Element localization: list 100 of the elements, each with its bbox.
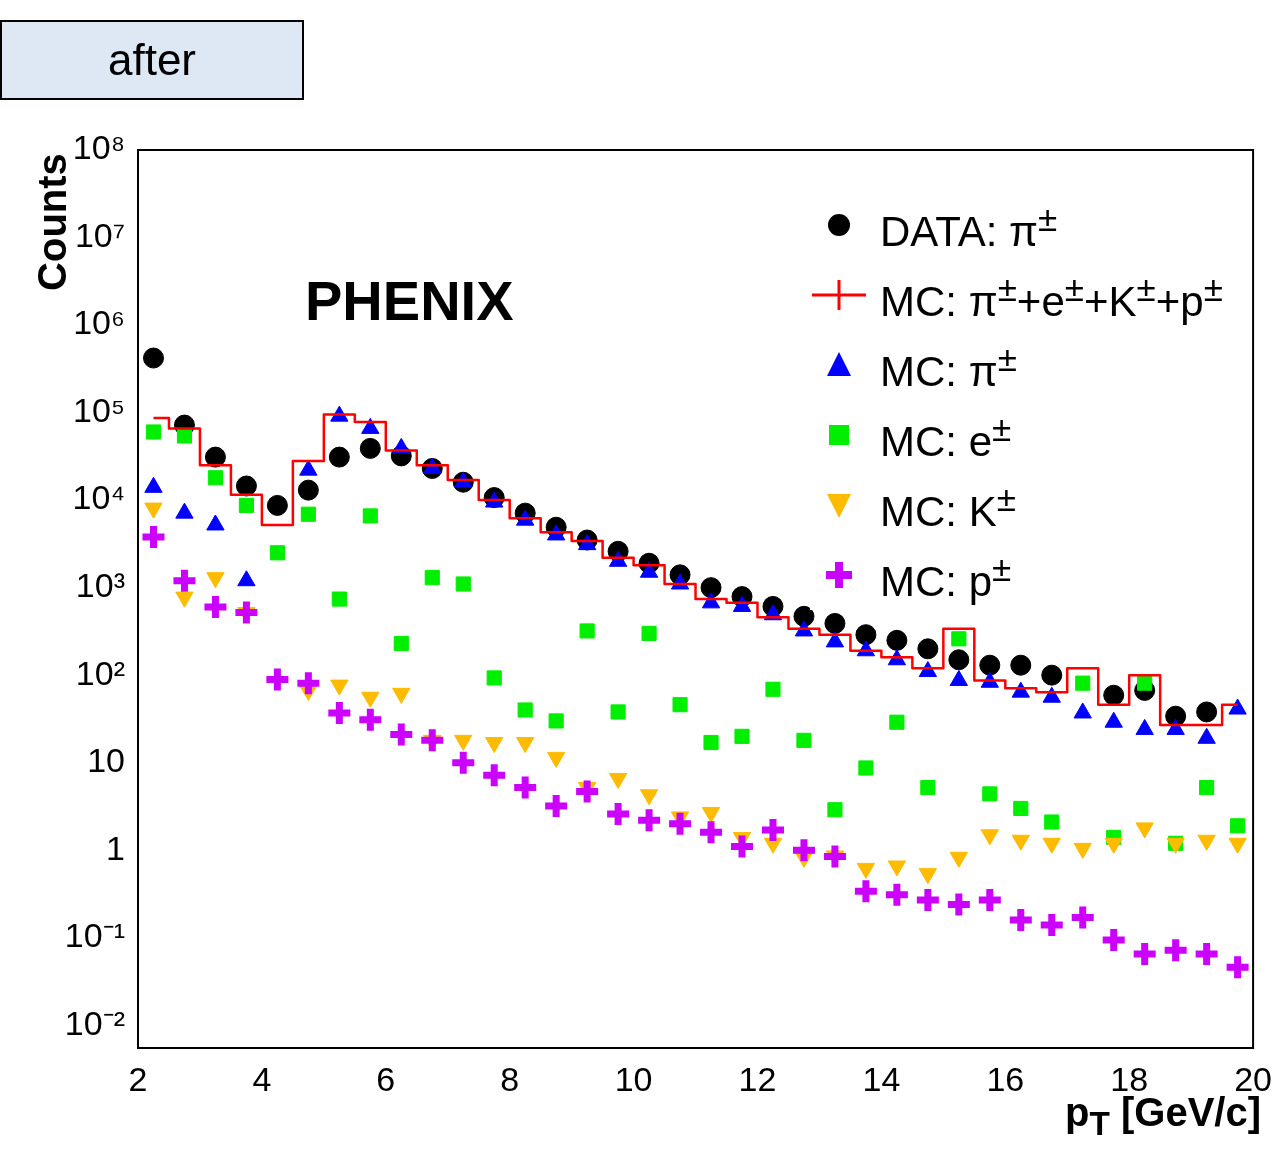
point: [607, 802, 630, 825]
y-tick-label: 10⁸: [72, 128, 125, 167]
point: [393, 635, 409, 652]
point: [361, 691, 380, 708]
point: [916, 888, 939, 911]
point: [390, 723, 413, 746]
x-tick-label: 16: [986, 1059, 1025, 1098]
point: [331, 591, 347, 607]
point: [856, 862, 876, 879]
point: [452, 751, 475, 774]
legend-label: DATA: π$^{±}$: [880, 198, 1058, 257]
point: [885, 883, 908, 906]
point: [610, 704, 626, 720]
point: [1071, 906, 1094, 929]
point: [886, 629, 908, 651]
point: [266, 494, 288, 516]
point: [701, 806, 721, 823]
point: [823, 845, 846, 868]
point: [792, 839, 815, 862]
point: [142, 347, 164, 369]
y-tick-label: 10⁻¹: [64, 916, 125, 955]
legend-label: MC: π$^{±}$+e$^{±}$+K$^{±}$+p$^{±}$: [880, 268, 1223, 327]
y-tick-label: 10⁴: [72, 478, 125, 517]
point: [545, 795, 568, 818]
point: [300, 506, 316, 522]
y-tick-label: 10⁻²: [64, 1003, 125, 1042]
x-tick-label: 8: [500, 1059, 520, 1098]
point: [1137, 675, 1153, 691]
point: [765, 681, 781, 697]
point: [1040, 913, 1063, 936]
y-tick-label: 1: [106, 828, 125, 867]
point: [235, 601, 258, 624]
point: [486, 670, 502, 686]
point: [547, 751, 566, 768]
point: [204, 446, 226, 468]
point: [328, 446, 350, 468]
point: [1228, 837, 1247, 854]
point: [517, 702, 533, 718]
point: [421, 729, 444, 752]
x-axis-title: p$_{T}$ [GeV/c]: [1065, 1090, 1261, 1143]
point: [1011, 834, 1030, 851]
point: [1010, 654, 1032, 676]
point: [362, 508, 378, 524]
point: [1103, 684, 1125, 706]
point: [1199, 779, 1215, 796]
point: [1073, 842, 1092, 859]
x-tick-label: 4: [252, 1059, 272, 1098]
point: [608, 772, 628, 789]
point: [454, 734, 473, 751]
point: [548, 713, 564, 729]
legend-label: MC: e$^{±}$: [880, 408, 1012, 467]
annotation: PHENIX: [305, 268, 514, 333]
point: [703, 734, 719, 751]
point: [145, 424, 162, 440]
point: [638, 809, 661, 832]
y-tick-label: 10: [87, 741, 125, 780]
point: [824, 612, 846, 634]
point: [1226, 956, 1249, 979]
point: [887, 860, 907, 877]
y-tick-label: 10⁵: [73, 390, 125, 429]
point: [1197, 834, 1216, 851]
point: [793, 605, 815, 627]
point: [855, 624, 877, 646]
point: [920, 779, 936, 796]
point: [1102, 929, 1125, 952]
y-tick-label: 10³: [75, 566, 125, 605]
point: [1009, 908, 1032, 931]
point: [235, 475, 257, 497]
legend-label: MC: p$^{±}$: [880, 548, 1012, 607]
point: [948, 649, 970, 671]
point: [514, 776, 537, 799]
point: [949, 851, 968, 868]
point: [669, 812, 692, 835]
legend-label: MC: π$^{±}$: [880, 338, 1017, 397]
point: [1042, 837, 1061, 854]
point: [266, 668, 289, 691]
y-tick-label: 10²: [75, 653, 125, 692]
point: [392, 687, 411, 704]
point: [947, 893, 970, 916]
point: [142, 525, 165, 548]
x-tick-label: 14: [862, 1059, 901, 1098]
point: [1164, 939, 1187, 962]
point: [1230, 818, 1246, 834]
point: [579, 623, 595, 639]
point: [1041, 664, 1063, 686]
point: [700, 577, 722, 599]
point: [672, 697, 688, 713]
point: [1013, 800, 1029, 817]
point: [979, 654, 1001, 676]
point: [483, 764, 506, 787]
point: [982, 786, 998, 802]
point: [207, 470, 224, 486]
point: [176, 428, 193, 444]
point: [854, 880, 877, 903]
point: [269, 545, 285, 561]
point: [1196, 701, 1218, 723]
point: [1133, 943, 1156, 966]
point: [359, 437, 381, 459]
y-axis-title: Counts: [29, 153, 75, 291]
point: [734, 728, 750, 744]
